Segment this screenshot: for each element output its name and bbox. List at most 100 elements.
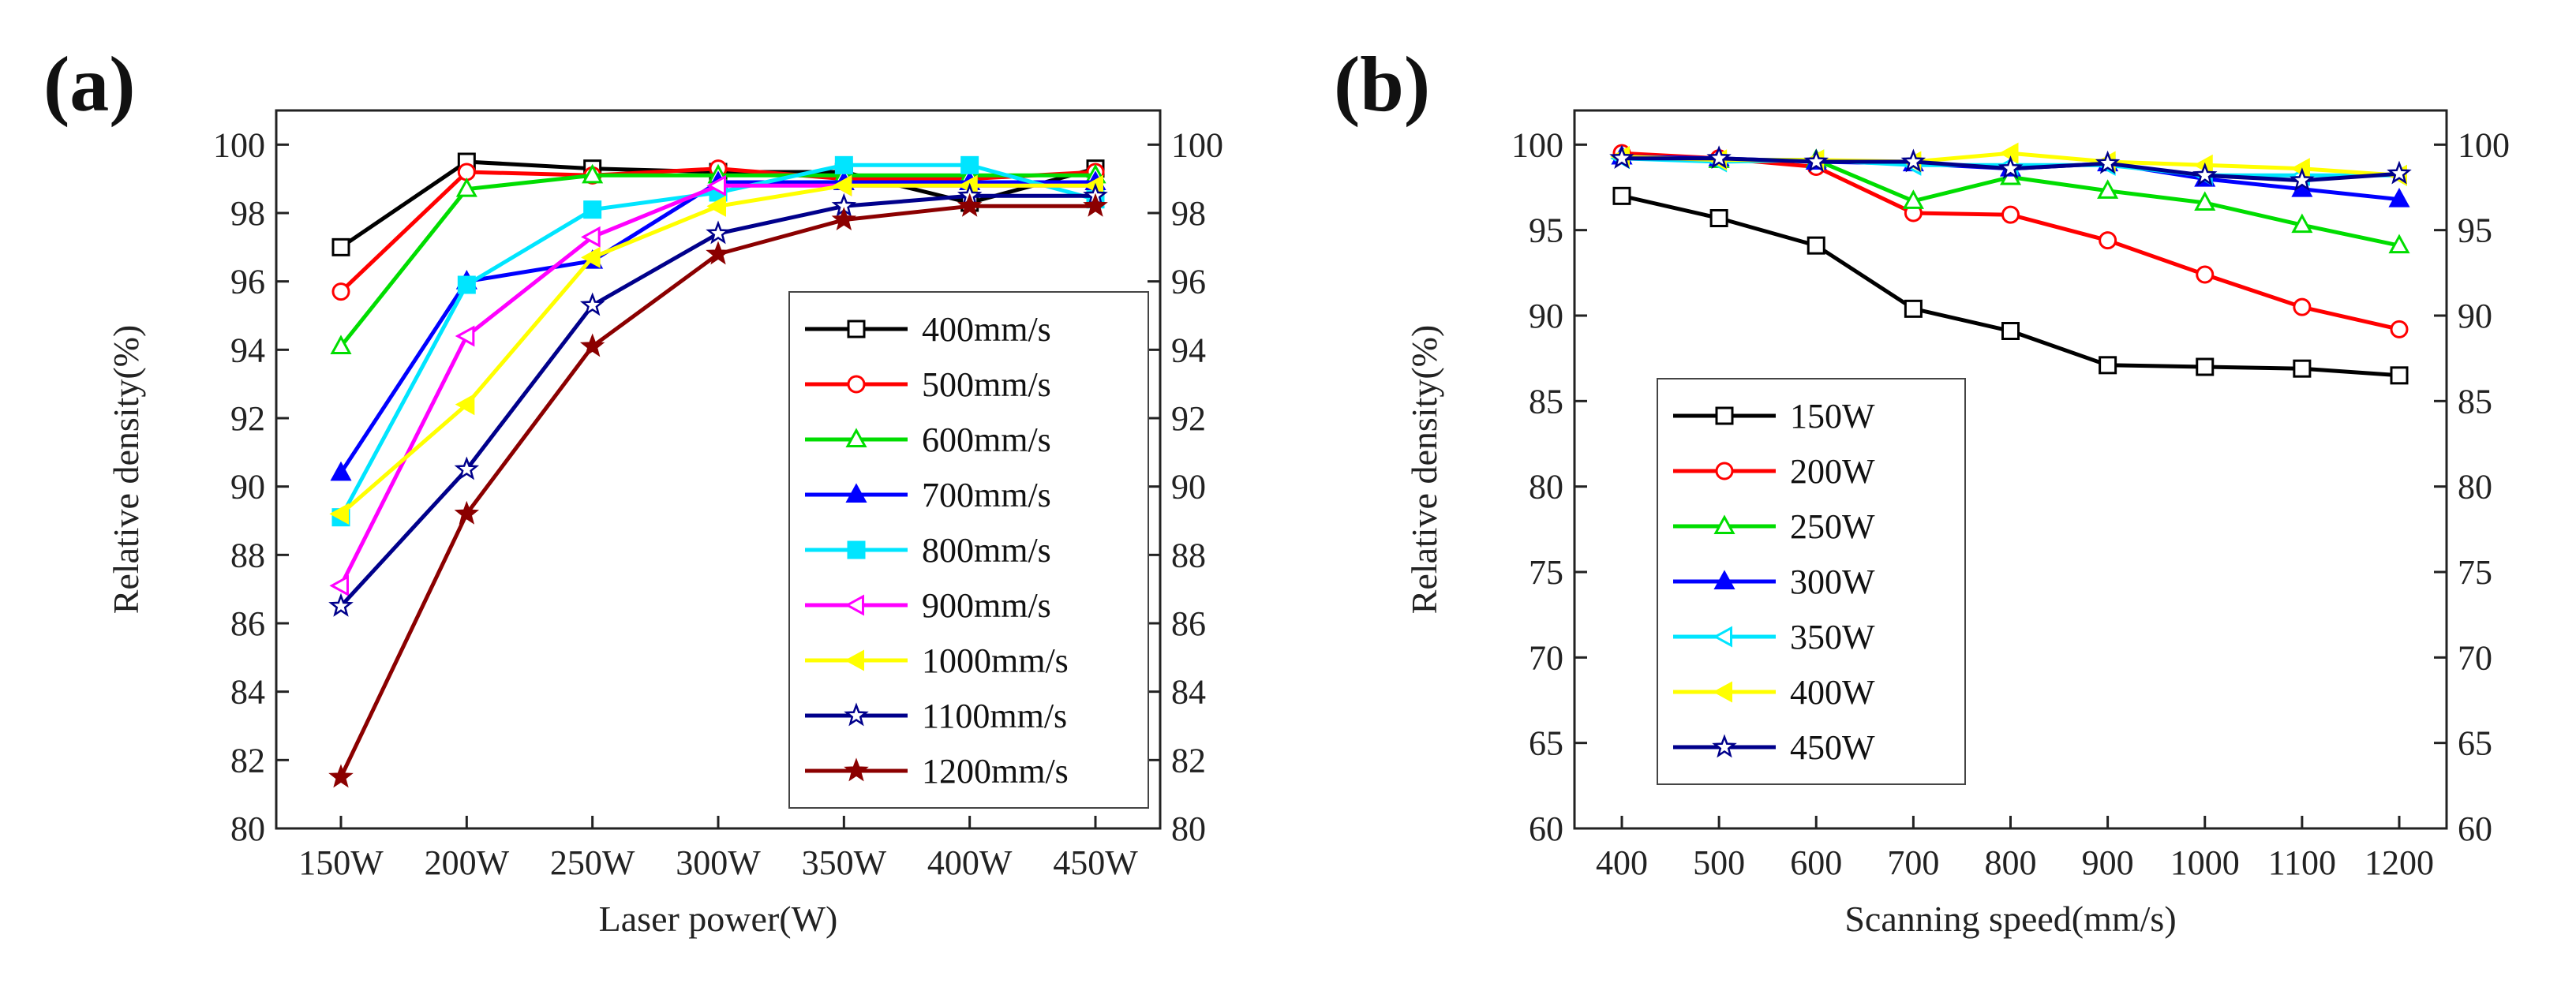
x-axis-label: Scanning speed(mm/s): [1844, 899, 2176, 939]
y-tick-label-left: 82: [230, 741, 265, 780]
x-tick-label: 600: [1790, 843, 1842, 882]
y-tick-label-right: 90: [1171, 468, 1206, 507]
data-point-marker: [581, 226, 601, 248]
data-point-marker: [2095, 150, 2121, 174]
panel-label: (a): [43, 40, 136, 128]
data-point-marker: [455, 178, 477, 197]
data-point-marker: [330, 335, 352, 354]
legend-marker: [1713, 681, 1732, 703]
data-point-marker: [2001, 205, 2020, 224]
x-tick-label: 400: [1596, 843, 1648, 882]
x-tick-label: 1000: [2170, 843, 2240, 882]
data-point-marker: [1803, 148, 1829, 173]
y-tick-label-right: 80: [2458, 468, 2492, 507]
legend-marker: [1713, 514, 1735, 534]
legend-marker: [847, 320, 866, 338]
data-point-marker: [2293, 297, 2312, 316]
y-tick-label-right: 85: [2458, 382, 2492, 421]
legend-label: 1000mm/s: [922, 641, 1069, 680]
x-tick-label: 350W: [802, 843, 887, 882]
data-point-marker: [2291, 213, 2313, 234]
y-tick-label-right: 65: [2458, 724, 2492, 763]
legend-marker: [844, 594, 864, 616]
legend-label: 700mm/s: [922, 476, 1051, 514]
x-tick-label: 250W: [550, 843, 635, 882]
data-point-marker: [454, 500, 480, 525]
data-point-marker: [455, 325, 475, 347]
data-point-marker: [582, 163, 604, 184]
y-tick-label-right: 70: [2458, 638, 2492, 677]
data-point-marker: [328, 593, 354, 617]
data-point-marker: [1998, 142, 2019, 164]
data-point-marker: [832, 174, 852, 196]
x-tick-label: 150W: [298, 843, 384, 882]
x-tick-label: 200W: [425, 843, 510, 882]
y-tick-label-right: 94: [1171, 331, 1206, 369]
data-point-marker: [834, 155, 853, 174]
y-tick-label-left: 96: [230, 263, 265, 301]
legend-label: 200W: [1790, 452, 1875, 491]
data-point-marker: [1706, 145, 1732, 170]
data-point-marker: [960, 155, 979, 174]
panel-b: (b) 60 60 65 65 70 70 75 75 80 80 85 85 90 90 95 95 100 10…: [1334, 40, 2510, 939]
legend: 150W 200W 250W 300W 350W 400W 450W: [1657, 378, 1966, 785]
data-point-marker: [329, 574, 349, 596]
y-tick-label-right: 100: [1171, 125, 1223, 164]
y-tick-label-left: 90: [1529, 297, 1563, 335]
legend-label: 150W: [1790, 397, 1875, 436]
data-point-marker: [2293, 359, 2312, 378]
y-tick-label-left: 86: [230, 604, 265, 643]
y-tick-label-left: 90: [230, 468, 265, 507]
data-point-marker: [706, 174, 726, 196]
y-tick-label-right: 75: [2458, 553, 2492, 592]
series-450w: [1609, 145, 2412, 192]
y-tick-label-left: 65: [1529, 724, 1563, 763]
data-point-marker: [1083, 193, 1108, 217]
data-point-marker: [2390, 320, 2409, 338]
legend-label: 500mm/s: [922, 365, 1051, 404]
data-point-marker: [329, 503, 349, 525]
x-tick-label: 300W: [676, 843, 761, 882]
legend-label: 400W: [1790, 673, 1875, 712]
y-tick-label-right: 80: [1171, 809, 1206, 848]
legend-marker: [1713, 570, 1735, 589]
x-axis-label: Laser power(W): [599, 899, 838, 939]
y-tick-label-right: 95: [2458, 211, 2492, 250]
y-tick-label-right: 88: [1171, 536, 1206, 574]
data-point-marker: [2196, 265, 2215, 284]
data-point-marker: [455, 394, 475, 416]
y-tick-label-left: 84: [230, 673, 265, 712]
legend: 400mm/s 500mm/s 600mm/s 700mm/s 800mm/s 900mm…: [788, 291, 1149, 809]
data-point-marker: [2097, 179, 2119, 199]
legend-label: 600mm/s: [922, 421, 1051, 459]
legend-marker: [1715, 406, 1734, 425]
data-point-marker: [457, 275, 476, 294]
data-point-marker: [2388, 234, 2410, 254]
series-1200mms: [328, 193, 1108, 788]
data-point-marker: [454, 456, 480, 480]
data-point-marker: [2192, 162, 2218, 186]
data-point-marker: [1904, 299, 1923, 318]
y-tick-label-right: 98: [1171, 194, 1206, 233]
x-tick-label: 1100: [2268, 843, 2336, 882]
y-tick-label-right: 86: [1171, 604, 1206, 643]
data-point-marker: [2388, 188, 2410, 208]
legend-label: 400mm/s: [922, 310, 1051, 349]
y-axis-label: Relative density(%): [106, 325, 146, 615]
data-point-marker: [1998, 155, 2024, 180]
data-point-marker: [831, 207, 857, 231]
y-tick-label-left: 100: [213, 125, 265, 164]
data-point-marker: [457, 163, 476, 181]
legend-marker: [847, 375, 866, 394]
legend-marker: [844, 649, 864, 671]
legend-marker: [845, 428, 867, 447]
legend-label: 350W: [1790, 618, 1875, 656]
x-tick-label: 900: [2082, 843, 2134, 882]
legend-marker: [1712, 734, 1737, 758]
data-point-marker: [2290, 167, 2315, 192]
y-tick-label-left: 88: [230, 536, 265, 574]
data-point-marker: [706, 241, 731, 265]
y-tick-label-left: 100: [1511, 125, 1563, 164]
y-tick-label-left: 75: [1529, 553, 1563, 592]
